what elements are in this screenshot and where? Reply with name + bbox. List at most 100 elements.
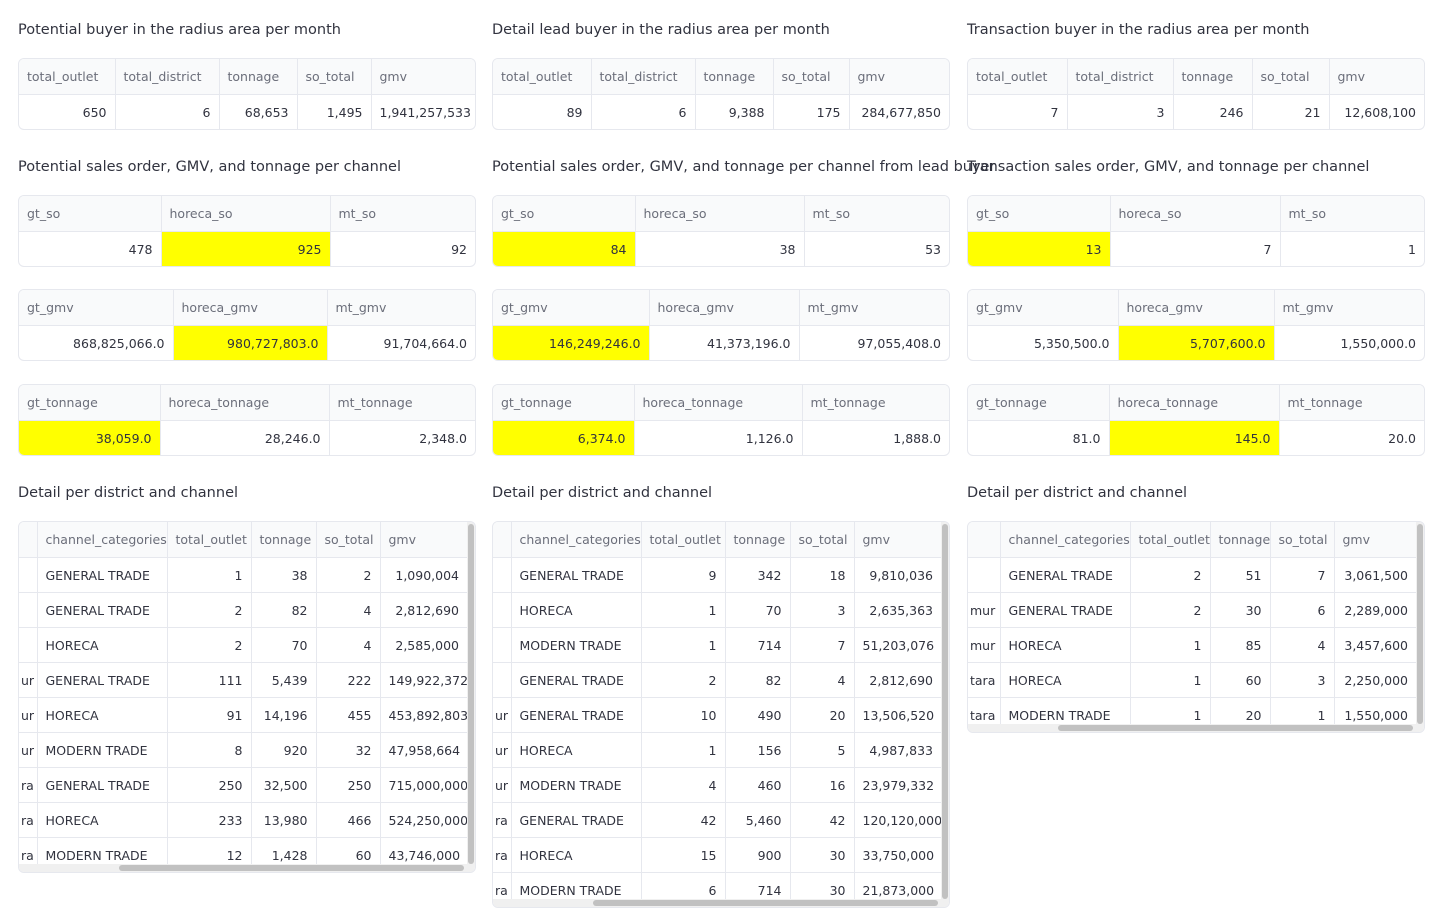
- cell[interactable]: 6: [1270, 592, 1335, 628]
- cell[interactable]: 3,457,600: [1334, 627, 1416, 663]
- cell-highlighted[interactable]: 6,374.0: [493, 420, 635, 455]
- cell[interactable]: 478: [19, 231, 162, 266]
- cell-highlighted[interactable]: 925: [161, 231, 331, 266]
- col-header[interactable]: mt_so: [330, 196, 475, 232]
- district-cell[interactable]: ra: [493, 837, 512, 873]
- scrollbar-thumb[interactable]: [1058, 725, 1413, 731]
- col-header[interactable]: so_total: [1252, 59, 1330, 95]
- cell[interactable]: 6: [591, 94, 696, 129]
- col-header[interactable]: horeca_so: [161, 196, 331, 232]
- cell[interactable]: 156: [725, 732, 791, 768]
- channel-cell[interactable]: HORECA: [511, 732, 642, 768]
- col-header[interactable]: tonnage: [725, 522, 791, 558]
- so-table[interactable]: gt_so horeca_so mt_so 13 7 1: [967, 195, 1425, 267]
- col-header[interactable]: gmv: [854, 522, 941, 558]
- cell[interactable]: 4: [316, 592, 381, 628]
- cell-highlighted[interactable]: 13: [968, 231, 1111, 266]
- cell[interactable]: 12,608,100: [1344, 104, 1416, 120]
- cell[interactable]: 3: [790, 592, 855, 628]
- tonnage-table[interactable]: gt_tonnage horeca_tonnage mt_tonnage 38,…: [18, 384, 476, 456]
- cell[interactable]: 5,460: [725, 802, 791, 838]
- channel-cell[interactable]: GENERAL TRADE: [511, 697, 642, 733]
- gmv-table[interactable]: gt_gmv horeca_gmv mt_gmv 5,350,500.0 5,7…: [967, 289, 1425, 361]
- cell[interactable]: 222: [316, 662, 381, 698]
- col-header[interactable]: so_total: [297, 59, 372, 95]
- cell[interactable]: 2: [1130, 592, 1211, 628]
- table-row[interactable]: ra GENERAL TRADE 42 5,460 42 120,120,000: [493, 802, 941, 838]
- cell[interactable]: 1: [641, 732, 726, 768]
- gmv-table[interactable]: gt_gmv horeca_gmv mt_gmv 146,249,246.0 4…: [492, 289, 950, 361]
- cell[interactable]: 38: [635, 231, 805, 266]
- table-row[interactable]: ra HORECA 233 13,980 466 524,250,000: [19, 802, 467, 838]
- cell[interactable]: 460: [725, 767, 791, 803]
- cell[interactable]: 14,196: [251, 697, 317, 733]
- vertical-scrollbar[interactable]: [467, 522, 475, 872]
- table-row[interactable]: ur HORECA 91 14,196 455 453,892,803: [19, 697, 467, 733]
- channel-cell[interactable]: HORECA: [1000, 662, 1131, 698]
- cell[interactable]: 1: [167, 557, 252, 593]
- cell[interactable]: 250: [167, 767, 252, 803]
- horizontal-scrollbar[interactable]: [19, 864, 467, 872]
- cell[interactable]: 7: [1110, 231, 1281, 266]
- col-header[interactable]: horeca_tonnage: [1109, 385, 1280, 421]
- scrollbar-thumb[interactable]: [1417, 524, 1423, 724]
- col-header[interactable]: gt_gmv: [19, 290, 174, 326]
- cell[interactable]: 82: [251, 592, 317, 628]
- district-cell[interactable]: [493, 592, 512, 628]
- district-cell[interactable]: ur: [19, 732, 38, 768]
- cell[interactable]: 490: [725, 697, 791, 733]
- col-header[interactable]: gmv: [1334, 522, 1416, 558]
- col-header[interactable]: so_total: [790, 522, 855, 558]
- cell[interactable]: 900: [725, 837, 791, 873]
- col-header[interactable]: so_total: [773, 59, 850, 95]
- col-header[interactable]: mt_tonnage: [802, 385, 949, 421]
- cell-highlighted[interactable]: 146,249,246.0: [493, 325, 650, 360]
- channel-cell[interactable]: GENERAL TRADE: [511, 802, 642, 838]
- col-header[interactable]: gt_tonnage: [968, 385, 1110, 421]
- cell[interactable]: 2,812,690: [380, 592, 467, 628]
- cell[interactable]: 650: [19, 94, 116, 129]
- channel-cell[interactable]: MODERN TRADE: [511, 627, 642, 663]
- channel-cell[interactable]: GENERAL TRADE: [511, 662, 642, 698]
- cell[interactable]: 32: [316, 732, 381, 768]
- channel-cell[interactable]: HORECA: [1000, 627, 1131, 663]
- cell[interactable]: 1: [1130, 662, 1211, 698]
- col-header[interactable]: total_outlet: [493, 59, 592, 95]
- cell[interactable]: 15: [641, 837, 726, 873]
- cell[interactable]: 1,090,004: [380, 557, 467, 593]
- cell[interactable]: 28,246.0: [160, 420, 330, 455]
- cell[interactable]: 7: [790, 627, 855, 663]
- so-table[interactable]: gt_so horeca_so mt_so 478 925 92: [18, 195, 476, 267]
- table-row[interactable]: GENERAL TRADE 2 82 4 2,812,690: [19, 592, 467, 628]
- district-cell[interactable]: [493, 627, 512, 663]
- detail-table[interactable]: channel_categories total_outlet tonnage …: [18, 521, 476, 873]
- district-cell[interactable]: ra: [19, 837, 38, 872]
- cell[interactable]: 47,958,664: [380, 732, 467, 768]
- cell[interactable]: 233: [167, 802, 252, 838]
- cell[interactable]: 4: [316, 627, 381, 663]
- cell[interactable]: 3: [1067, 94, 1174, 129]
- cell[interactable]: 92: [451, 241, 467, 257]
- cell[interactable]: 149,922,372: [380, 662, 467, 698]
- cell[interactable]: 4: [1270, 627, 1335, 663]
- col-header[interactable]: mt_tonnage: [329, 385, 475, 421]
- table-row[interactable]: GENERAL TRADE 1 38 2 1,090,004: [19, 557, 467, 593]
- table-row[interactable]: mur GENERAL TRADE 2 30 6 2,289,000: [968, 592, 1416, 628]
- col-header[interactable]: horeca_so: [1110, 196, 1281, 232]
- tonnage-table[interactable]: gt_tonnage horeca_tonnage mt_tonnage 81.…: [967, 384, 1425, 456]
- cell[interactable]: 284,677,850: [861, 104, 941, 120]
- cell[interactable]: 41,373,196.0: [649, 325, 800, 360]
- cell[interactable]: 16: [790, 767, 855, 803]
- summary-table[interactable]: total_outlet total_district tonnage so_t…: [18, 58, 476, 130]
- district-cell[interactable]: tara: [968, 662, 1001, 698]
- cell[interactable]: 60: [1210, 662, 1271, 698]
- cell[interactable]: 33,750,000: [854, 837, 941, 873]
- cell[interactable]: 8: [167, 732, 252, 768]
- channel-cell[interactable]: GENERAL TRADE: [37, 592, 168, 628]
- cell[interactable]: 2,348.0: [419, 430, 467, 446]
- col-header[interactable]: tonnage: [219, 59, 298, 95]
- cell[interactable]: 2: [167, 627, 252, 663]
- col-header[interactable]: gmv: [371, 59, 475, 95]
- cell[interactable]: 4: [641, 767, 726, 803]
- scrollbar-thumb[interactable]: [942, 524, 948, 899]
